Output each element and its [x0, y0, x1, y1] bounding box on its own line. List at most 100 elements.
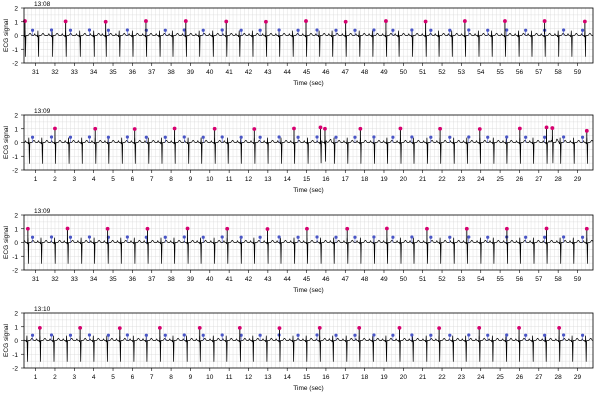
- x-axis-label: Time (sec): [293, 187, 323, 194]
- point-marker: [353, 28, 357, 32]
- point-marker: [562, 28, 566, 32]
- x-tick-label: 21: [419, 374, 427, 381]
- point-marker: [562, 235, 566, 239]
- x-tick-label: 42: [245, 69, 253, 76]
- x-tick-label: 10: [206, 176, 214, 183]
- x-tick-label: 57: [535, 276, 543, 283]
- peak-marker: [65, 226, 70, 231]
- point-marker: [410, 333, 414, 337]
- x-tick-label: 4: [92, 176, 96, 183]
- point-marker: [106, 28, 111, 32]
- x-tick-label: 1: [34, 374, 38, 381]
- point-marker: [68, 235, 73, 239]
- x-tick-label: 48: [361, 276, 369, 283]
- x-axis-label: Time (sec): [293, 287, 323, 294]
- x-tick-label: 18: [361, 176, 369, 183]
- peak-marker: [323, 126, 327, 131]
- y-tick-label: -1: [12, 352, 18, 359]
- x-tick-label: 29: [574, 176, 582, 183]
- peak-marker: [343, 19, 348, 24]
- point-marker: [125, 333, 129, 337]
- x-tick-label: 46: [322, 69, 330, 76]
- peak-marker: [550, 126, 555, 130]
- peak-marker: [357, 325, 362, 330]
- x-tick-label: 14: [284, 176, 292, 183]
- x-tick-label: 50: [400, 276, 408, 283]
- point-marker: [580, 235, 585, 239]
- point-marker: [182, 333, 186, 337]
- point-marker: [448, 235, 452, 239]
- point-marker: [87, 28, 92, 32]
- peak-marker: [477, 127, 482, 131]
- x-tick-label: 18: [361, 374, 369, 381]
- x-tick-label: 20: [400, 176, 408, 183]
- x-axis-label: Time (sec): [293, 80, 323, 87]
- peak-marker: [384, 226, 389, 231]
- peak-marker: [145, 226, 150, 231]
- point-marker: [543, 135, 547, 139]
- point-marker: [30, 135, 35, 139]
- ecg-panel-3: -2 -1 0 1 2 31 32 33 34 35 36 37 38 39 40 41 42 43 44 45 46 4…: [3, 208, 594, 294]
- point-marker: [49, 28, 54, 32]
- point-marker: [87, 135, 92, 139]
- y-tick-label: 2: [14, 311, 18, 318]
- point-marker: [87, 333, 92, 337]
- x-tick-label: 8: [169, 176, 173, 183]
- x-tick-label: 36: [129, 276, 137, 283]
- x-tick-label: 9: [189, 176, 193, 183]
- x-tick-label: 51: [419, 276, 427, 283]
- peak-marker: [105, 226, 110, 231]
- x-tick-label: 11: [226, 374, 233, 381]
- x-tick-label: 40: [206, 276, 214, 283]
- timestamp: 13:08: [34, 1, 51, 8]
- x-tick-label: 16: [322, 176, 330, 183]
- x-tick-label: 57: [535, 69, 543, 76]
- point-marker: [258, 135, 262, 139]
- x-tick-label: 38: [167, 69, 175, 76]
- x-tick-label: 22: [438, 374, 446, 381]
- y-axis-label: ECG signal: [3, 19, 10, 52]
- y-tick-label: -2: [12, 168, 18, 175]
- y-axis-label: ECG signal: [3, 324, 10, 357]
- peak-marker: [544, 125, 549, 130]
- x-tick-label: 3: [73, 176, 77, 183]
- x-tick-label: 1: [34, 176, 38, 183]
- peak-marker: [103, 19, 108, 24]
- y-tick-label: 0: [14, 240, 18, 247]
- point-marker: [486, 333, 490, 337]
- point-marker: [429, 333, 433, 337]
- x-tick-label: 54: [477, 276, 485, 283]
- peak-marker: [25, 226, 30, 231]
- point-marker: [296, 235, 300, 239]
- point-marker: [486, 135, 490, 139]
- x-tick-label: 34: [90, 276, 98, 283]
- x-tick-label: 39: [187, 69, 195, 76]
- y-tick-label: 0: [14, 140, 18, 147]
- point-marker: [429, 28, 433, 32]
- point-marker: [505, 28, 509, 32]
- x-tick-label: 33: [71, 69, 79, 76]
- y-tick-label: 2: [14, 113, 18, 120]
- peak-marker: [584, 226, 589, 231]
- x-tick-label: 26: [516, 176, 524, 183]
- point-marker: [391, 333, 395, 337]
- point-marker: [410, 235, 414, 239]
- point-marker: [448, 28, 452, 32]
- peak-marker: [517, 325, 521, 330]
- point-marker: [391, 135, 395, 139]
- peak-marker: [504, 226, 509, 231]
- point-marker: [277, 135, 281, 139]
- point-marker: [467, 333, 471, 337]
- x-tick-label: 5: [111, 374, 115, 381]
- point-marker: [353, 333, 357, 337]
- x-tick-label: 16: [322, 374, 330, 381]
- x-tick-label: 31: [32, 69, 40, 76]
- peak-marker: [183, 19, 188, 23]
- point-marker: [315, 235, 319, 239]
- point-marker: [125, 28, 129, 32]
- y-tick-label: 2: [14, 213, 18, 220]
- x-tick-label: 2: [53, 176, 57, 183]
- x-tick-label: 31: [32, 276, 40, 283]
